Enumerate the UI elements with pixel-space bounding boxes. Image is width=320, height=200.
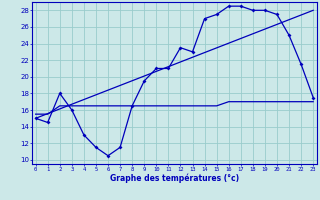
X-axis label: Graphe des températures (°c): Graphe des températures (°c) xyxy=(110,173,239,183)
